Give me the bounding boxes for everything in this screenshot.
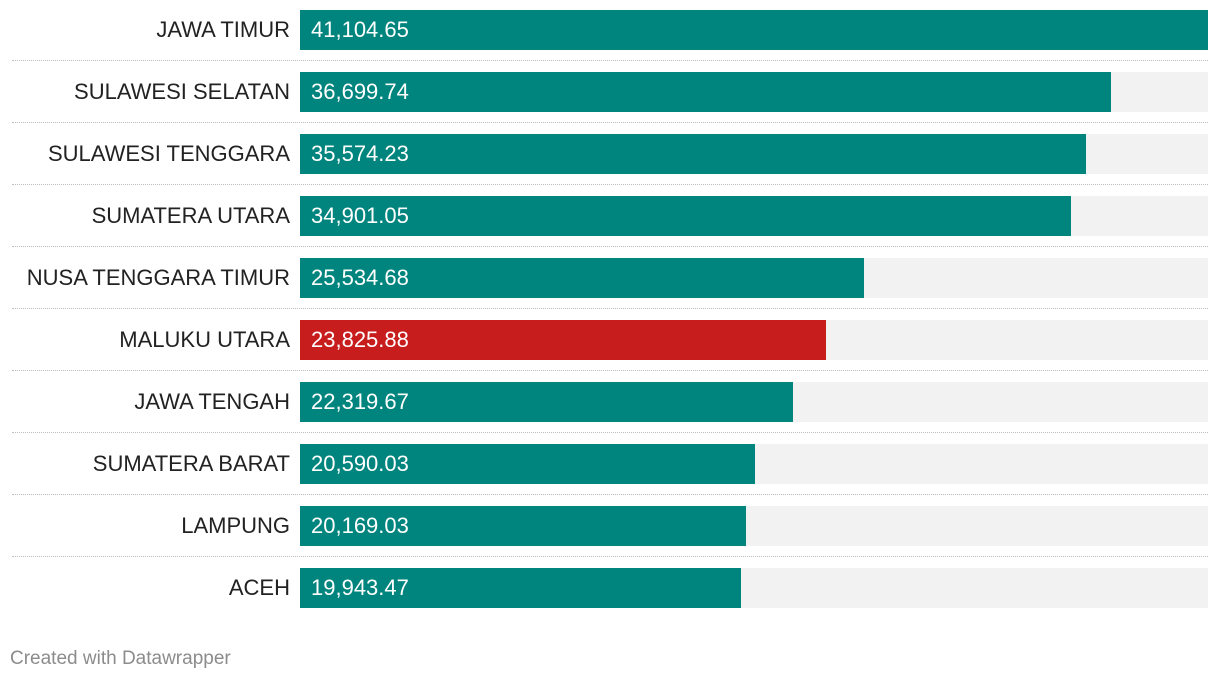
category-label: NUSA TENGGARA TIMUR [26,265,290,290]
category-label: LAMPUNG [181,513,290,538]
bar-row: ACEH 19,943.47 [0,558,1220,620]
row-separator [12,184,1208,185]
category-label: ACEH [228,575,290,600]
bar-row: NUSA TENGGARA TIMUR 25,534.68 [0,248,1220,310]
category-label: JAWA TIMUR [156,17,290,42]
category-label: MALUKU UTARA [119,327,290,352]
datawrapper-credit: Created with Datawrapper [10,648,231,669]
bar: 23,825.88 [300,320,826,360]
bar-chart: JAWA TIMUR 41,104.65 SULAWESI SELATAN 36,69… [0,0,1220,620]
bar-track: 36,699.74 [300,72,1208,112]
value-label: 36,699.74 [311,79,409,104]
value-label: 34,901.05 [311,203,409,228]
bar-track: 25,534.68 [300,258,1208,298]
value-label: 20,590.03 [311,451,409,476]
row-separator [12,60,1208,61]
category-label: JAWA TENGAH [134,389,290,414]
row-separator [12,432,1208,433]
bar-row: SUMATERA UTARA 34,901.05 [0,186,1220,248]
bar: 34,901.05 [300,196,1071,236]
bar: 35,574.23 [300,134,1086,174]
bar-row: JAWA TIMUR 41,104.65 [0,0,1220,62]
bar: 36,699.74 [300,72,1111,112]
category-label: SULAWESI TENGGARA [47,141,290,166]
value-label: 23,825.88 [311,327,409,352]
bar: 20,169.03 [300,506,746,546]
bar: 25,534.68 [300,258,864,298]
category-label: SUMATERA BARAT [92,451,290,476]
value-label: 19,943.47 [311,575,409,600]
bar-row: MALUKU UTARA 23,825.88 [0,310,1220,372]
row-separator [12,370,1208,371]
bar-track: 20,590.03 [300,444,1208,484]
bar-row: LAMPUNG 20,169.03 [0,496,1220,558]
bar: 19,943.47 [300,568,741,608]
value-label: 25,534.68 [311,265,409,290]
bar: 22,319.67 [300,382,793,422]
value-label: 35,574.23 [311,141,409,166]
row-separator [12,494,1208,495]
bar-track: 19,943.47 [300,568,1208,608]
bar-row: SUMATERA BARAT 20,590.03 [0,434,1220,496]
category-label: SULAWESI SELATAN [74,79,290,104]
bar-track: 22,319.67 [300,382,1208,422]
bar-row: SULAWESI TENGGARA 35,574.23 [0,124,1220,186]
bar-track: 23,825.88 [300,320,1208,360]
bar-track: 34,901.05 [300,196,1208,236]
row-separator [12,122,1208,123]
bar-row: JAWA TENGAH 22,319.67 [0,372,1220,434]
bar-row: SULAWESI SELATAN 36,699.74 [0,62,1220,124]
category-label: SUMATERA UTARA [91,203,290,228]
bar: 20,590.03 [300,444,755,484]
row-separator [12,308,1208,309]
value-label: 20,169.03 [311,513,409,538]
bar: 41,104.65 [300,10,1208,50]
bar-track: 35,574.23 [300,134,1208,174]
value-label: 41,104.65 [311,17,409,42]
bar-track: 41,104.65 [300,10,1208,50]
value-label: 22,319.67 [311,389,409,414]
row-separator [12,556,1208,557]
bar-track: 20,169.03 [300,506,1208,546]
row-separator [12,246,1208,247]
